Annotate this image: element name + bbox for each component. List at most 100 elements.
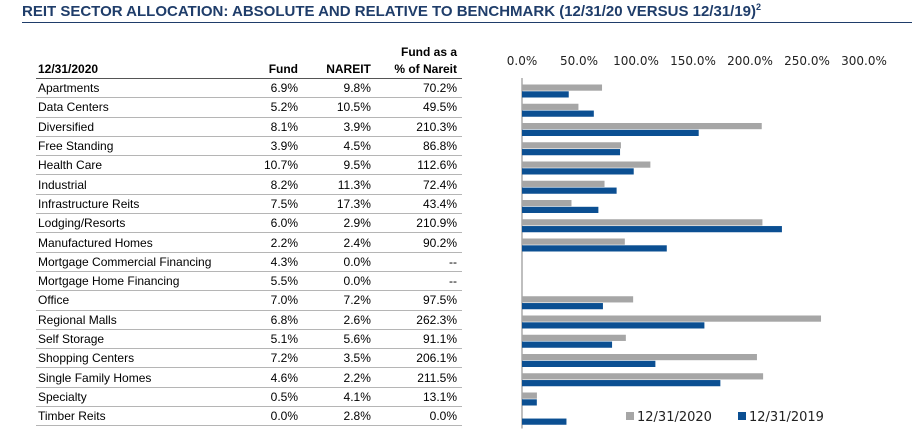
header-ratio-line2: % of Nareit	[394, 62, 457, 76]
bar-2019	[522, 226, 782, 233]
ratio-cell: 72.4%	[375, 174, 462, 195]
header-fund: Fund	[268, 62, 299, 76]
ratio-cell: 210.9%	[375, 213, 462, 234]
header-date: 12/31/2020	[38, 62, 99, 76]
bar-2020	[522, 123, 762, 130]
table-row: Mortgage Home Financing 5.5% 0.0% --	[36, 271, 462, 292]
nareit-cell: 11.3%	[303, 174, 376, 195]
bar-2020	[522, 219, 763, 226]
bar-2020	[522, 103, 579, 110]
table-row: Manufactured Homes 2.2% 2.4% 90.2%	[36, 232, 462, 253]
fund-cell: 6.9%	[237, 78, 304, 99]
fund-cell: 6.0%	[237, 213, 304, 234]
nareit-cell: 10.5%	[303, 97, 376, 118]
x-tick-label: 100.0%	[613, 54, 659, 68]
ratio-cell: --	[375, 252, 462, 272]
ratio-cell: 49.5%	[375, 97, 462, 118]
fund-cell: 2.2%	[237, 232, 304, 253]
table-row: Specialty 0.5% 4.1% 13.1%	[36, 387, 462, 408]
nareit-cell: 2.8%	[303, 406, 376, 427]
ratio-cell: 13.1%	[375, 387, 462, 408]
sector-cell: Diversified	[36, 117, 238, 137]
table-row: Lodging/Resorts 6.0% 2.9% 210.9%	[36, 213, 462, 234]
nareit-cell: 4.5%	[303, 136, 376, 157]
bar-2020	[522, 142, 621, 149]
ratio-cell: 70.2%	[375, 78, 462, 99]
header-ratio-line1: Fund as a	[400, 45, 457, 59]
bar-2020	[522, 334, 626, 341]
ratio-cell: 91.1%	[375, 329, 462, 350]
sector-cell: Regional Malls	[36, 310, 238, 330]
table-row: Regional Malls 6.8% 2.6% 262.3%	[36, 310, 462, 330]
legend-swatch	[738, 412, 746, 420]
table-row: Free Standing 3.9% 4.5% 86.8%	[36, 136, 462, 157]
bar-2019	[522, 129, 699, 136]
bar-2020	[522, 373, 764, 380]
nareit-cell: 4.1%	[303, 387, 376, 408]
x-tick-label: 150.0%	[670, 54, 716, 68]
fund-cell: 7.0%	[237, 290, 304, 311]
title-text: REIT SECTOR ALLOCATION: ABSOLUTE AND REL…	[22, 3, 757, 20]
nareit-cell: 7.2%	[303, 290, 376, 311]
table-header: 12/31/2020 Fund NAREIT Fund as a % of Nar…	[36, 44, 462, 79]
nareit-cell: 2.6%	[303, 310, 376, 330]
bar-2019	[522, 360, 656, 367]
nareit-cell: 17.3%	[303, 194, 376, 215]
table-body: Apartments 6.9% 9.8% 70.2% Data Centers 5.2% 1…	[36, 78, 462, 427]
bar-2020	[522, 354, 757, 361]
fund-cell: 5.5%	[237, 271, 304, 292]
bar-2020	[522, 200, 572, 207]
bar-2019	[522, 341, 613, 348]
x-tick-label: 250.0%	[784, 54, 830, 68]
sector-cell: Lodging/Resorts	[36, 213, 238, 234]
sector-cell: Shopping Centers	[36, 348, 238, 369]
ratio-cell: 210.3%	[375, 117, 462, 137]
bar-2019	[522, 418, 567, 425]
bar-2019	[522, 322, 705, 329]
nareit-cell: 2.4%	[303, 232, 376, 253]
legend-label: 12/31/2019	[749, 410, 824, 425]
fund-cell: 0.0%	[237, 406, 304, 427]
bar-2020	[522, 315, 822, 322]
chart-svg: 0.0% 50.0% 100.0% 150.0% 200.0% 250.0% 300.0% 1…	[507, 54, 887, 429]
allocation-table: 12/31/2020 Fund NAREIT Fund as a % of Nar…	[36, 44, 462, 427]
nareit-cell: 0.0%	[303, 252, 376, 272]
page-title: REIT SECTOR ALLOCATION: ABSOLUTE AND REL…	[22, 2, 761, 20]
fund-cell: 7.5%	[237, 194, 304, 215]
nareit-cell: 3.5%	[303, 348, 376, 369]
header-row: 12/31/2020 Fund NAREIT Fund as a % of Nar…	[36, 44, 462, 79]
bar-2020	[522, 84, 603, 91]
bar-2020	[522, 296, 634, 303]
table-row: Data Centers 5.2% 10.5% 49.5%	[36, 97, 462, 118]
bar-2019	[522, 168, 634, 175]
sector-cell: Timber Reits	[36, 406, 238, 427]
bar-2019	[522, 206, 599, 213]
sector-cell: Industrial	[36, 174, 238, 195]
sector-cell: Apartments	[36, 78, 238, 99]
sector-cell: Data Centers	[36, 97, 238, 118]
bar-2019	[522, 245, 667, 252]
bar-2020	[522, 161, 651, 168]
ratio-cell: 206.1%	[375, 348, 462, 369]
fund-cell: 5.1%	[237, 329, 304, 350]
table-row: Shopping Centers 7.2% 3.5% 206.1%	[36, 348, 462, 369]
nareit-cell: 2.9%	[303, 213, 376, 234]
nareit-cell: 9.5%	[303, 155, 376, 176]
sector-cell: Mortgage Home Financing	[36, 271, 238, 292]
sector-cell: Mortgage Commercial Financing	[36, 252, 238, 272]
bar-2019	[522, 303, 603, 310]
bar-2019	[522, 149, 621, 156]
sector-cell: Self Storage	[36, 329, 238, 350]
table-row: Single Family Homes 4.6% 2.2% 211.5%	[36, 367, 462, 388]
table-row: Diversified 8.1% 3.9% 210.3%	[36, 117, 462, 137]
ratio-cell: 262.3%	[375, 310, 462, 330]
bar-2019	[522, 110, 594, 117]
fund-cell: 6.8%	[237, 310, 304, 330]
bar-2020	[522, 238, 625, 245]
sector-cell: Free Standing	[36, 136, 238, 157]
fund-cell: 7.2%	[237, 348, 304, 369]
sector-cell: Infrastructure Reits	[36, 194, 238, 215]
nareit-cell: 5.6%	[303, 329, 376, 350]
bar-2019	[522, 187, 617, 194]
table-row: Industrial 8.2% 11.3% 72.4%	[36, 174, 462, 195]
